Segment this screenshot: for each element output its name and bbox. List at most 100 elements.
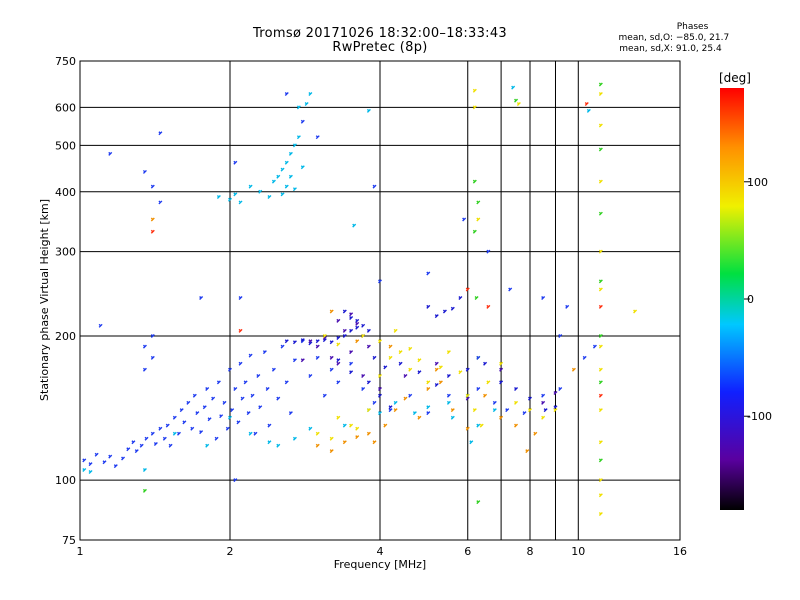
data-point [349,423,354,428]
data-point [228,197,232,202]
data-point [361,323,366,328]
data-point [528,396,532,401]
data-point [238,328,243,333]
data-point [139,443,144,448]
data-point [598,211,603,216]
data-point [142,344,147,349]
data-point [361,386,366,391]
data-point [598,179,603,184]
data-point [553,408,558,413]
data-point [372,184,377,189]
data-point [336,380,341,385]
colorbar-tick-label: 0 [747,293,754,306]
data-point [403,396,408,401]
data-point [541,393,546,398]
x-tick-label: 4 [377,545,384,558]
data-point [280,167,285,172]
data-point [158,131,163,136]
data-point [417,358,422,363]
data-point [233,160,238,165]
data-point [292,340,297,345]
data-point [446,393,451,398]
data-point [511,85,516,90]
phase-x-label: mean, sd,X: [619,44,673,54]
data-point [315,355,320,360]
data-point [336,318,341,323]
data-point [516,101,521,106]
x-tick-label: 2 [227,545,234,558]
data-point [378,373,382,378]
data-point [195,411,200,416]
data-point [442,309,447,314]
data-point [450,306,455,311]
data-point [499,361,504,366]
data-point [300,119,305,124]
x-axis: 1 2 4 6 8 10 16 [77,545,688,558]
data-point [598,279,603,284]
data-point [158,426,163,431]
data-point [284,91,289,96]
data-point [486,380,491,385]
data-point [300,165,305,170]
data-point [205,386,210,391]
data-point [598,367,603,372]
data-point [243,380,248,385]
data-point [225,426,230,431]
data-point [158,200,163,205]
colorbar-tick-label: -100 [747,410,772,423]
data-point [474,296,479,301]
data-point [476,386,481,391]
data-point [476,200,481,205]
data-point [558,333,563,338]
data-point [308,91,313,96]
data-point [228,367,232,372]
data-point [355,435,360,440]
data-point [230,408,235,413]
data-point [142,367,147,372]
data-point [598,333,603,338]
y-tick-label: 300 [55,246,76,259]
data-point [472,179,477,184]
data-point [88,462,93,467]
data-point [172,431,177,436]
x-tick-label: 10 [571,545,585,558]
data-point [398,350,403,355]
data-point [378,339,382,344]
data-point [322,393,327,398]
data-point [598,380,603,385]
data-point [541,400,546,405]
data-point [182,420,187,425]
data-point [378,393,382,398]
data-point [393,408,398,413]
data-point [284,160,289,165]
data-point [434,361,439,366]
data-points [82,82,638,516]
phase-o-row: mean, sd,O: −85.0, 21.7 [600,33,780,44]
data-point [199,296,204,301]
data-point [216,380,221,385]
data-point [276,174,281,179]
data-point [315,443,320,448]
data-point [329,340,334,345]
colorbar-ticks: -100 0 100 [744,176,772,423]
data-point [598,344,603,349]
data-point [388,355,393,360]
data-point [267,440,272,445]
data-point [598,440,603,445]
phase-x-value: 91.0, 25.4 [675,44,722,54]
data-point [131,440,136,445]
data-point [499,415,504,420]
y-tick-label: 600 [55,101,76,114]
data-point [458,370,463,375]
data-point [207,417,212,422]
data-point [308,426,313,431]
phase-stats: Phases mean, sd,O: −85.0, 21.7 mean, sd,… [600,22,780,55]
data-point [598,393,603,398]
data-point [329,355,334,360]
data-point [240,396,245,401]
data-point [543,408,548,413]
data-point [199,430,204,435]
data-point [271,179,276,184]
data-point [393,328,398,333]
phase-o-value: −85.0, 21.7 [675,33,730,43]
